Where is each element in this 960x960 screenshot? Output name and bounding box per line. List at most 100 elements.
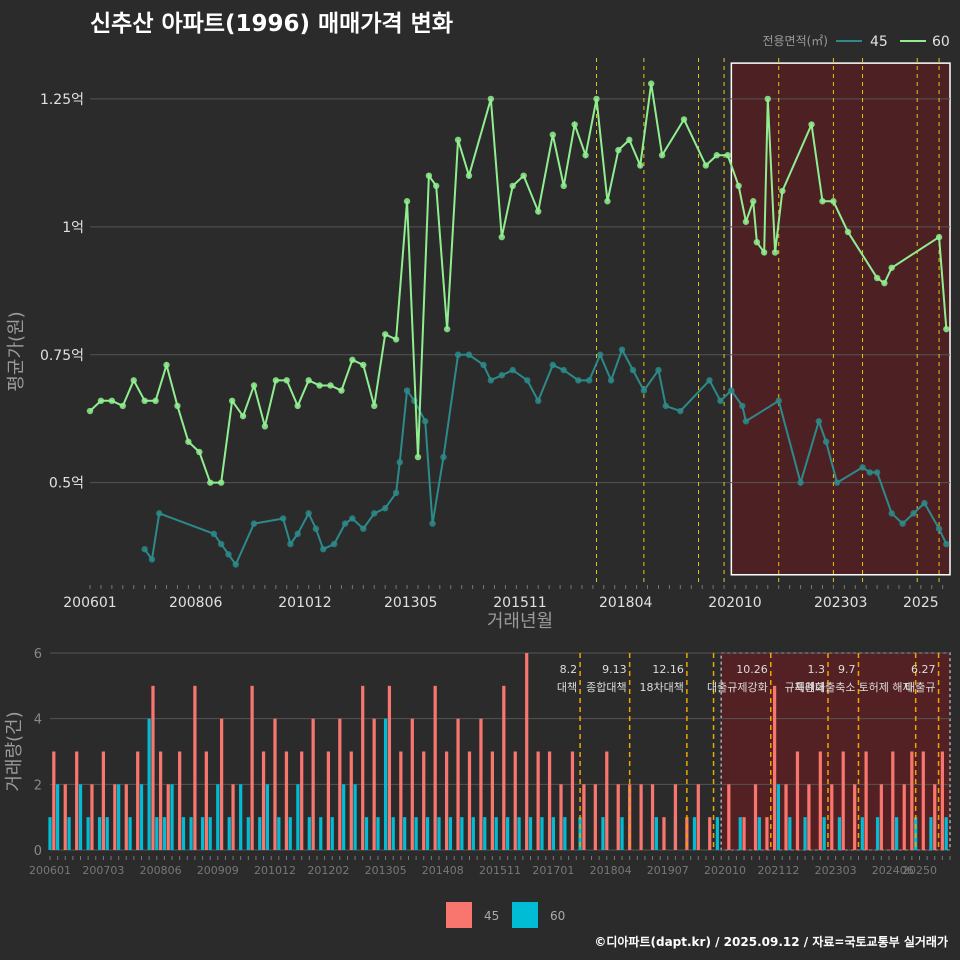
volume-bar-60 bbox=[479, 718, 483, 850]
data-point-45 bbox=[560, 366, 567, 374]
data-point-60 bbox=[465, 172, 473, 179]
x-tick-label: 201804 bbox=[599, 595, 653, 611]
volume-bar-60 bbox=[933, 784, 937, 850]
data-point-45 bbox=[217, 540, 225, 548]
volume-bar-45 bbox=[78, 784, 83, 850]
data-point-45 bbox=[586, 377, 593, 384]
data-point-60 bbox=[582, 152, 589, 159]
policy-name-label: 특례대출축소 bbox=[795, 681, 856, 694]
x-tick-label: 2025 bbox=[903, 595, 939, 611]
volume-bar-60 bbox=[456, 718, 460, 850]
data-point-60 bbox=[535, 208, 542, 215]
volume-bar-60 bbox=[921, 751, 925, 850]
data-point-60 bbox=[414, 453, 422, 461]
data-point-60 bbox=[327, 382, 334, 389]
volume-bar-45 bbox=[551, 817, 556, 850]
volume-bar-60 bbox=[151, 685, 155, 850]
data-point-45 bbox=[524, 377, 531, 384]
volume-bar-60 bbox=[433, 685, 437, 850]
volume-bar-60 bbox=[795, 751, 800, 850]
policy-date-label: 6.27 bbox=[911, 663, 936, 676]
volume-bar-60 bbox=[910, 751, 914, 850]
data-point-60 bbox=[403, 198, 411, 205]
x-tick-label: 201408 bbox=[422, 864, 464, 877]
x-tick-label: 202010 bbox=[704, 864, 746, 877]
data-point-45 bbox=[330, 540, 338, 548]
data-point-60 bbox=[615, 146, 622, 154]
volume-bar-60 bbox=[662, 817, 666, 850]
volume-bar-45 bbox=[654, 817, 658, 850]
volume-bar-45 bbox=[471, 817, 475, 850]
data-point-45 bbox=[305, 510, 312, 517]
volume-bar-45 bbox=[307, 817, 311, 850]
legend-label-45: 45 bbox=[484, 909, 499, 923]
data-point-45 bbox=[888, 510, 895, 517]
volume-bar-60 bbox=[444, 751, 449, 850]
policy-date-label: 8.2 bbox=[560, 663, 578, 676]
volume-bar-60 bbox=[891, 751, 895, 850]
data-point-45 bbox=[921, 499, 928, 507]
volume-bar-45 bbox=[258, 817, 262, 850]
data-point-45 bbox=[833, 479, 841, 486]
volume-bar-45 bbox=[540, 817, 544, 850]
data-point-60 bbox=[604, 198, 611, 205]
x-tick-label: 201012 bbox=[254, 864, 296, 877]
data-point-60 bbox=[141, 397, 148, 405]
volume-bar-60 bbox=[650, 784, 655, 850]
data-point-60 bbox=[520, 172, 527, 179]
x-tick-label: 201202 bbox=[307, 864, 349, 877]
volume-bar-60 bbox=[231, 784, 235, 850]
data-point-60 bbox=[844, 228, 852, 236]
data-point-60 bbox=[163, 361, 170, 369]
volume-bar-60 bbox=[605, 751, 609, 850]
data-point-60 bbox=[338, 387, 345, 394]
volume-bar-60 bbox=[250, 685, 254, 850]
data-point-60 bbox=[360, 361, 367, 369]
volume-bar-60 bbox=[547, 751, 552, 850]
volume-bar-60 bbox=[879, 784, 883, 850]
volume-bar-60 bbox=[311, 718, 315, 850]
data-point-60 bbox=[680, 116, 688, 123]
x-tick-label: 201701 bbox=[532, 864, 574, 877]
volume-bar-60 bbox=[166, 784, 170, 850]
data-point-60 bbox=[283, 377, 290, 384]
legend-swatch-60 bbox=[512, 902, 538, 928]
volume-bar-60 bbox=[75, 751, 79, 850]
volume-bar-60 bbox=[63, 784, 67, 850]
policy-name-label: 대출규제강화 bbox=[707, 681, 768, 694]
volume-bar-45 bbox=[227, 817, 231, 850]
volume-bar-60 bbox=[582, 784, 586, 850]
volume-bar-60 bbox=[513, 751, 517, 850]
data-point-60 bbox=[808, 121, 815, 128]
x-tick-label: 20250 bbox=[902, 864, 937, 877]
volume-bar-60 bbox=[593, 784, 597, 850]
footer-credit: ©디아파트(dapt.kr) / 2025.09.12 / 자료=국토교통부 실… bbox=[594, 935, 948, 949]
legend-label-60: 60 bbox=[550, 909, 565, 923]
volume-bar-60 bbox=[158, 751, 163, 850]
data-point-60 bbox=[152, 397, 159, 405]
highlight-region bbox=[730, 62, 951, 576]
volume-bar-60 bbox=[696, 784, 700, 850]
volume-bar-45 bbox=[97, 817, 102, 850]
data-point-60 bbox=[750, 198, 757, 205]
data-point-60 bbox=[560, 182, 567, 190]
volume-bar-45 bbox=[353, 784, 357, 850]
data-point-45 bbox=[739, 402, 746, 410]
volume-bar-45 bbox=[738, 817, 742, 850]
policy-name-label: 규제완화 bbox=[784, 681, 824, 694]
volume-bar-60 bbox=[490, 751, 494, 850]
volume-bar-60 bbox=[273, 718, 277, 850]
volume-bar-45 bbox=[117, 784, 121, 850]
data-point-45 bbox=[797, 479, 804, 486]
volume-bar-45 bbox=[67, 817, 71, 850]
policy-date-label: 12.16 bbox=[652, 663, 684, 676]
legend-label-60: 60 bbox=[932, 34, 950, 50]
data-point-60 bbox=[764, 95, 771, 103]
data-point-45 bbox=[662, 402, 669, 410]
volume-bar-60 bbox=[708, 817, 712, 850]
volume-bar-45 bbox=[277, 817, 281, 850]
x-tick-label: 200703 bbox=[82, 864, 124, 877]
volume-bar-60 bbox=[219, 718, 224, 850]
volume-bar-60 bbox=[536, 751, 540, 850]
